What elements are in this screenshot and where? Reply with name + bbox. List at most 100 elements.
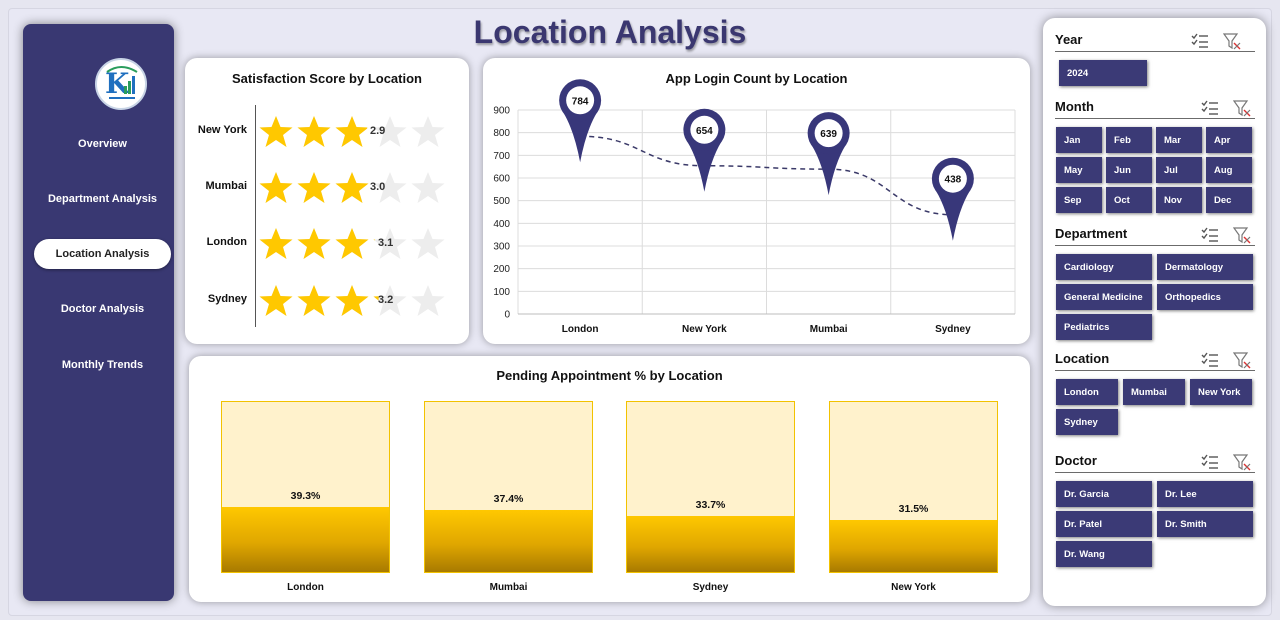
pending-category-label: Mumbai xyxy=(489,582,528,593)
x-category-label: New York xyxy=(682,324,727,335)
clear-filter-icon[interactable] xyxy=(1222,32,1241,50)
pending-bar: 33.7% xyxy=(626,401,795,573)
satisfaction-location-label: London xyxy=(206,236,247,248)
pending-category-label: Sydney xyxy=(692,582,729,593)
month-filter-option[interactable]: May xyxy=(1056,157,1102,183)
pending-value-label: 31.5% xyxy=(898,502,929,515)
doctor-filter-option[interactable]: Dr. Smith xyxy=(1157,511,1253,537)
department-filter-title: Department xyxy=(1055,226,1128,241)
sidebar: K Overview Department Analysis Location An… xyxy=(23,24,174,601)
department-filter-option[interactable]: Cardiology xyxy=(1056,254,1152,280)
login-data-marker xyxy=(931,157,974,241)
month-filter-option[interactable]: Jan xyxy=(1056,127,1102,153)
pending-value-label: 37.4% xyxy=(493,493,524,506)
star-icon xyxy=(297,172,331,203)
clear-filter-icon[interactable] xyxy=(1232,226,1251,244)
year-filter-header: Year xyxy=(1055,30,1255,52)
login-chart: 0 100 200 300 400 500 600 700 800 900 784 London 654… xyxy=(493,79,1016,335)
department-filter-option[interactable]: Dermatology xyxy=(1157,254,1253,280)
nav-item-location-analysis[interactable]: Location Analysis xyxy=(34,239,171,269)
nav-item-department-analysis[interactable]: Department Analysis xyxy=(47,193,158,205)
svg-text:K: K xyxy=(105,67,131,100)
y-tick-label: 400 xyxy=(493,219,510,230)
filter-panel: Year 2024 Month Jan Feb Mar Apr May Jun Jul Aug Sep… xyxy=(1043,18,1266,606)
location-filter-option[interactable]: New York xyxy=(1190,379,1252,405)
star-rating xyxy=(257,226,447,262)
multi-select-icon[interactable] xyxy=(1201,453,1219,471)
location-filter-option[interactable]: Mumbai xyxy=(1123,379,1185,405)
star-rating xyxy=(257,114,447,150)
satisfaction-score-label: 3.0 xyxy=(370,181,386,193)
month-filter-option[interactable]: Dec xyxy=(1206,187,1252,213)
month-filter-option[interactable]: Jun xyxy=(1106,157,1152,183)
nav-item-monthly-trends[interactable]: Monthly Trends xyxy=(61,359,144,371)
department-filter-option[interactable]: Pediatrics xyxy=(1056,314,1152,340)
y-tick-label: 700 xyxy=(493,151,510,162)
y-tick-label: 600 xyxy=(493,174,510,185)
multi-select-icon[interactable] xyxy=(1201,351,1219,369)
year-filter-title: Year xyxy=(1055,32,1083,47)
month-filter-option[interactable]: Aug xyxy=(1206,157,1252,183)
month-filter-option[interactable]: Oct xyxy=(1106,187,1152,213)
location-filter-header: Location xyxy=(1055,349,1255,371)
y-tick-label: 800 xyxy=(493,128,510,139)
star-icon xyxy=(259,228,293,259)
clear-filter-icon[interactable] xyxy=(1232,453,1251,471)
satisfaction-location-label: New York xyxy=(197,124,247,136)
satisfaction-score-label: 3.1 xyxy=(378,237,394,249)
star-icon xyxy=(373,116,407,147)
pending-bar: 39.3% xyxy=(221,401,390,573)
logo-icon: K xyxy=(105,66,138,100)
month-filter-option[interactable]: Feb xyxy=(1106,127,1152,153)
pending-title: Pending Appointment % by Location xyxy=(496,368,723,383)
doctor-filter-option[interactable]: Dr. Wang xyxy=(1056,541,1152,567)
month-filter-option[interactable]: Jul xyxy=(1156,157,1202,183)
pending-category-label: New York xyxy=(891,582,936,593)
multi-select-icon[interactable] xyxy=(1201,99,1219,117)
star-icon xyxy=(335,116,369,147)
satisfaction-location-label: Sydney xyxy=(207,293,247,305)
x-category-label: London xyxy=(562,324,599,335)
pending-bar-fill xyxy=(627,516,794,572)
doctor-filter-header: Doctor xyxy=(1055,451,1255,473)
pending-bar-fill xyxy=(425,510,592,572)
multi-select-icon[interactable] xyxy=(1191,32,1209,50)
star-icon xyxy=(411,285,445,316)
star-icon xyxy=(411,116,445,147)
doctor-filter-title: Doctor xyxy=(1055,453,1097,468)
nav-item-overview[interactable]: Overview xyxy=(78,138,127,150)
star-icon xyxy=(411,228,445,259)
pending-bar: 31.5% xyxy=(829,401,998,573)
department-filter-option[interactable]: General Medicine xyxy=(1056,284,1152,310)
satisfaction-row: Sydney 3.2 xyxy=(185,283,469,323)
star-rating xyxy=(257,283,447,319)
year-filter-option[interactable]: 2024 xyxy=(1059,60,1147,86)
doctor-filter-option[interactable]: Dr. Lee xyxy=(1157,481,1253,507)
month-filter-option[interactable]: Sep xyxy=(1056,187,1102,213)
month-filter-option[interactable]: Nov xyxy=(1156,187,1202,213)
login-data-marker xyxy=(683,108,726,192)
login-value-label: 438 xyxy=(945,175,962,186)
location-filter-title: Location xyxy=(1055,351,1110,366)
satisfaction-score-label: 2.9 xyxy=(370,125,386,137)
location-filter-option[interactable]: Sydney xyxy=(1056,409,1118,435)
login-chart-title: App Login Count by Location xyxy=(665,71,848,86)
doctor-filter-option[interactable]: Dr. Garcia xyxy=(1056,481,1152,507)
satisfaction-row: Mumbai 3.0 xyxy=(185,170,469,210)
y-tick-label: 900 xyxy=(493,106,510,117)
page-title: Location Analysis xyxy=(473,14,747,50)
location-filter-option[interactable]: London xyxy=(1056,379,1118,405)
y-tick-label: 200 xyxy=(493,264,510,275)
login-value-label: 784 xyxy=(572,96,589,107)
multi-select-icon[interactable] xyxy=(1201,226,1219,244)
doctor-filter-option[interactable]: Dr. Patel xyxy=(1056,511,1152,537)
pending-category-label: London xyxy=(287,582,324,593)
clear-filter-icon[interactable] xyxy=(1232,351,1251,369)
month-filter-option[interactable]: Mar xyxy=(1156,127,1202,153)
month-filter-option[interactable]: Apr xyxy=(1206,127,1252,153)
clear-filter-icon[interactable] xyxy=(1232,99,1251,117)
star-icon xyxy=(335,172,369,203)
nav-item-doctor-analysis[interactable]: Doctor Analysis xyxy=(60,303,145,315)
department-filter-option[interactable]: Orthopedics xyxy=(1157,284,1253,310)
x-category-label: Sydney xyxy=(935,324,971,335)
